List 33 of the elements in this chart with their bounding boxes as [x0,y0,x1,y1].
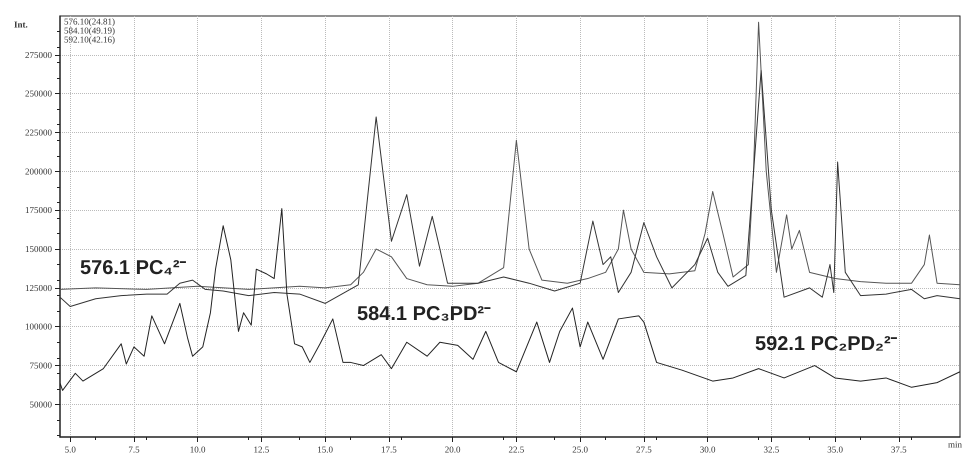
annotation: 592.1 PC₂PD₂²⁻ [755,333,898,355]
annotation: 584.1 PC₃PD²⁻ [357,303,492,325]
y-tick-label: 175000 [25,205,52,216]
annotation: 576.10(24.81) [64,16,115,26]
x-tick-label: 5.0 [64,444,76,454]
y-axis-title: Int. [14,20,28,30]
annotation: 584.10(49.19) [64,26,115,36]
x-axis-title: min [948,440,962,450]
x-tick-label: 20.0 [444,444,462,454]
x-tick-label: 15.0 [317,444,334,454]
x-tick-label: 10.0 [190,444,206,454]
y-tick-label: 225000 [25,128,52,138]
annotation: 576.1 PC₄²⁻ [80,257,187,279]
annotation: 592.10(42.16) [64,34,115,44]
x-tick-label: 17.5 [381,444,398,454]
x-tick-label: 32.5 [763,444,780,454]
x-tick-label: 25.0 [572,444,588,454]
y-tick-label: 75000 [30,360,52,371]
x-tick-label: 35.0 [827,444,844,454]
x-tick-label: 27.5 [636,444,652,454]
x-tick-label: 37.5 [890,444,908,454]
line-series [60,70,960,308]
y-tick-label: 125000 [25,282,52,293]
y-tick-label: 50000 [30,399,52,410]
x-tick-label: 30.0 [700,444,716,454]
x-tick-label: 22.5 [508,444,525,454]
y-tick-label: 150000 [25,244,52,254]
x-tick-label: 12.5 [254,444,270,454]
y-tick-label: 200000 [25,166,52,176]
y-tick-label: 100000 [25,322,52,332]
y-tick-label: 275000 [25,50,52,60]
y-tick-label: 250000 [25,88,52,99]
x-tick-label: 7.5 [128,444,140,454]
